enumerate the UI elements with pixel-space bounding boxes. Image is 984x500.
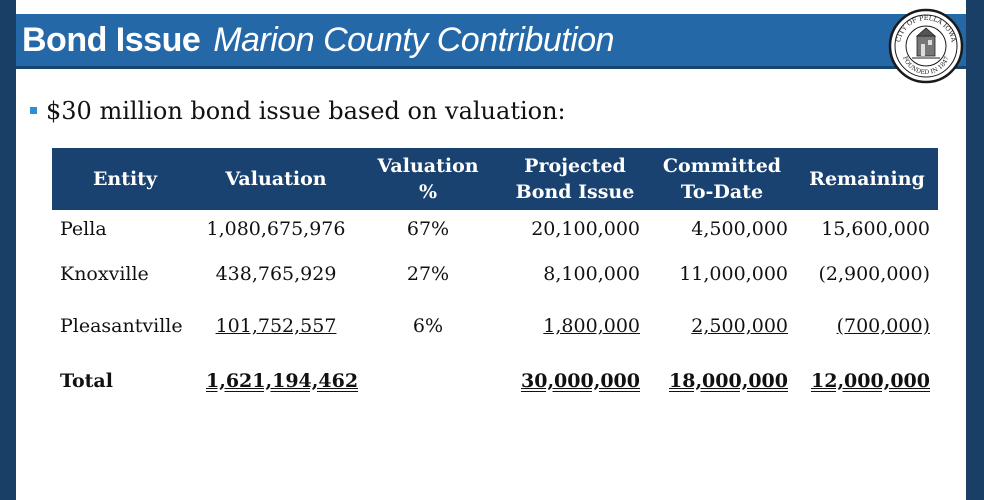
header-projected-bond: Projected Bond Issue	[502, 148, 648, 210]
title-bar: Bond Issue Marion County Contribution	[16, 14, 966, 69]
title-bold: Bond Issue	[22, 21, 201, 59]
title-italic: Marion County Contribution	[213, 21, 615, 59]
cell-committed: 4,500,000	[691, 218, 788, 240]
cell-projected-bond: 8,100,000	[543, 263, 640, 285]
cell-entity: Pleasantville	[60, 315, 183, 337]
table-header-row: Entity Valuation Valuation% Projected Bon…	[52, 148, 938, 210]
cell-projected-bond: 20,100,000	[531, 218, 640, 240]
cell-committed: 2,500,000	[691, 315, 788, 337]
cell-entity: Pella	[60, 218, 107, 240]
total-projected-bond: 30,000,000	[521, 370, 640, 392]
bullet-item: $30 million bond issue based on valuatio…	[30, 96, 566, 126]
bullet-marker	[30, 106, 37, 114]
cell-entity: Knoxville	[60, 263, 149, 285]
table-row: Pleasantville 101,752,557 6% 1,800,000 2…	[52, 300, 938, 352]
cell-remaining: (2,900,000)	[818, 263, 930, 285]
header-entity: Entity	[52, 148, 198, 210]
total-valuation: 1,621,194,462	[206, 370, 359, 392]
bond-table: Entity Valuation Valuation% Projected Bon…	[52, 148, 938, 410]
total-label: Total	[60, 370, 113, 392]
cell-valuation-pct: 27%	[406, 263, 450, 285]
slide-canvas	[16, 0, 966, 500]
cell-committed: 11,000,000	[679, 263, 788, 285]
cell-remaining: (700,000)	[836, 315, 930, 337]
cell-valuation: 1,080,675,976	[206, 218, 346, 240]
bullet-text: $30 million bond issue based on valuatio…	[46, 97, 566, 125]
header-valuation-pct: Valuation%	[354, 148, 502, 210]
header-committed: Committed To-Date	[648, 148, 796, 210]
cell-valuation-pct: 6%	[412, 315, 444, 337]
table-total-row: Total 1,621,194,462 30,000,000 18,000,00…	[52, 352, 938, 410]
total-remaining: 12,000,000	[811, 370, 930, 392]
cell-remaining: 15,600,000	[821, 218, 930, 240]
cell-valuation-pct: 67%	[406, 218, 450, 240]
header-remaining: Remaining	[796, 148, 938, 210]
total-valuation-pct	[354, 352, 502, 410]
city-seal-logo: CITY OF PELLA IOWA FOUNDED IN 1847	[888, 8, 964, 84]
cell-valuation: 438,765,929	[215, 263, 337, 285]
table-row: Pella 1,080,675,976 67% 20,100,000 4,500…	[52, 210, 938, 248]
slide-title: Bond Issue Marion County Contribution	[22, 20, 615, 60]
cell-valuation: 101,752,557	[215, 315, 337, 337]
header-valuation: Valuation	[198, 148, 354, 210]
total-committed: 18,000,000	[669, 370, 788, 392]
table-row: Knoxville 438,765,929 27% 8,100,000 11,0…	[52, 248, 938, 300]
cell-projected-bond: 1,800,000	[543, 315, 640, 337]
